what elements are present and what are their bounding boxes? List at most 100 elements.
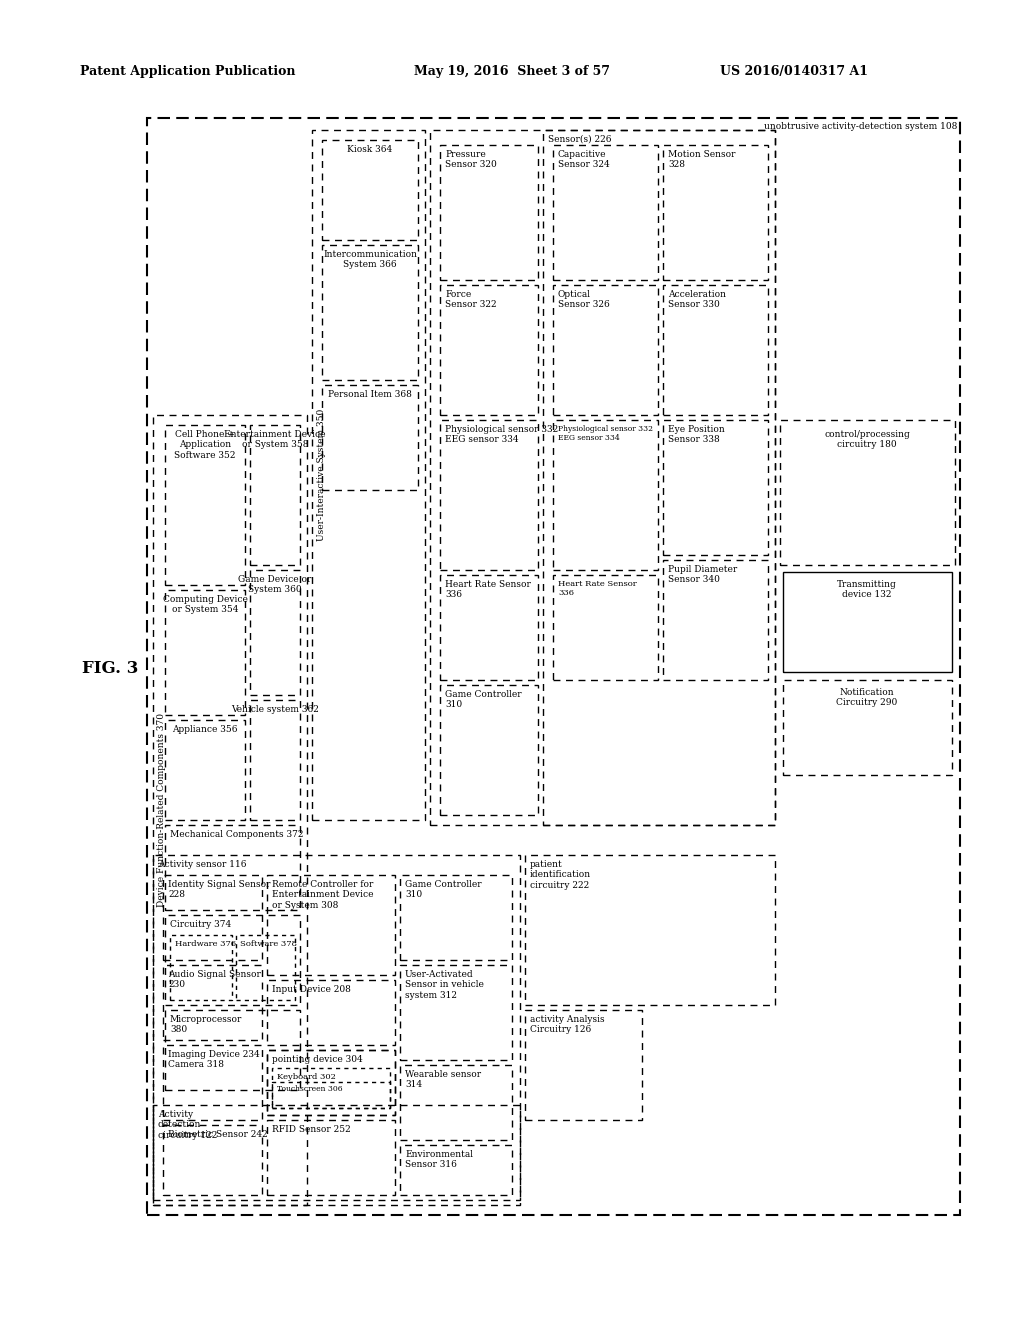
Bar <box>440 420 538 570</box>
Bar <box>400 1065 512 1140</box>
Bar <box>165 915 300 1005</box>
Bar <box>312 129 425 820</box>
Text: Microprocessor
380: Microprocessor 380 <box>170 1015 243 1035</box>
Text: Capacitive
Sensor 324: Capacitive Sensor 324 <box>558 150 609 169</box>
Bar <box>783 572 952 672</box>
Bar <box>400 875 512 960</box>
Text: Biometric Sensor 242: Biometric Sensor 242 <box>168 1130 267 1139</box>
Bar <box>400 1144 512 1195</box>
Bar <box>165 825 300 909</box>
Text: Device Function-Related Components 370: Device Function-Related Components 370 <box>158 713 167 907</box>
Bar <box>322 140 418 240</box>
Bar <box>236 935 295 1001</box>
Bar <box>267 875 395 975</box>
Bar <box>553 145 658 280</box>
Text: pointing device 304: pointing device 304 <box>272 1055 362 1064</box>
Text: May 19, 2016  Sheet 3 of 57: May 19, 2016 Sheet 3 of 57 <box>414 65 610 78</box>
Text: Identity Signal Sensor
228: Identity Signal Sensor 228 <box>168 880 270 899</box>
Text: patient
identification
circuitry 222: patient identification circuitry 222 <box>530 861 591 890</box>
Bar <box>153 414 307 1205</box>
Bar <box>553 285 658 414</box>
Text: Force
Sensor 322: Force Sensor 322 <box>445 290 497 309</box>
Text: US 2016/0140317 A1: US 2016/0140317 A1 <box>720 65 868 78</box>
Text: Activity sensor 116: Activity sensor 116 <box>158 861 247 869</box>
Bar <box>663 420 768 554</box>
Text: activity Analysis
Circuitry 126: activity Analysis Circuitry 126 <box>530 1015 604 1035</box>
Bar <box>153 1105 520 1200</box>
Bar <box>163 1125 262 1195</box>
Text: Environmental
Sensor 316: Environmental Sensor 316 <box>406 1150 473 1170</box>
Text: Cell Phone +
Application
Software 352: Cell Phone + Application Software 352 <box>174 430 236 459</box>
Text: User-Activated
Sensor in vehicle
system 312: User-Activated Sensor in vehicle system … <box>406 970 484 999</box>
Bar <box>153 855 520 1205</box>
Bar <box>163 875 262 960</box>
Bar <box>553 420 658 570</box>
Text: FIG. 3: FIG. 3 <box>82 660 138 677</box>
Bar <box>322 246 418 380</box>
Text: Physiological sensor 332
EEG sensor 334: Physiological sensor 332 EEG sensor 334 <box>558 425 653 442</box>
Text: Game Controller
310: Game Controller 310 <box>406 880 481 899</box>
Text: Hardware 376: Hardware 376 <box>175 940 237 948</box>
Bar <box>553 576 658 680</box>
Text: RFID Sensor 252: RFID Sensor 252 <box>272 1125 351 1134</box>
Bar <box>272 1082 390 1107</box>
Text: Software 378: Software 378 <box>240 940 297 948</box>
Bar <box>165 719 245 820</box>
Text: Intercommunication
System 366: Intercommunication System 366 <box>323 249 417 269</box>
Text: Pupil Diameter
Sensor 340: Pupil Diameter Sensor 340 <box>668 565 737 585</box>
Bar <box>163 965 262 1040</box>
Bar <box>170 935 232 1001</box>
Bar <box>163 1045 262 1119</box>
Text: User-Interactive System 350: User-Interactive System 350 <box>316 409 326 541</box>
Bar <box>322 385 418 490</box>
Text: Kiosk 364: Kiosk 364 <box>347 145 392 154</box>
Text: Appliance 356: Appliance 356 <box>172 725 238 734</box>
Text: Heart Rate Sensor
336: Heart Rate Sensor 336 <box>558 579 637 597</box>
Text: Physiological sensor 332
EEG sensor 334: Physiological sensor 332 EEG sensor 334 <box>445 425 558 445</box>
Text: Keyboard 302: Keyboard 302 <box>278 1073 336 1081</box>
Bar <box>543 129 775 825</box>
Text: Imaging Device 234
Camera 318: Imaging Device 234 Camera 318 <box>168 1049 260 1069</box>
Bar <box>165 1010 300 1090</box>
Bar <box>663 145 768 280</box>
Text: Audio Signal Sensor
230: Audio Signal Sensor 230 <box>168 970 261 990</box>
Bar <box>267 1119 395 1195</box>
Bar <box>250 570 300 696</box>
Text: Mechanical Components 372: Mechanical Components 372 <box>170 830 303 840</box>
Text: unobtrusive activity-detection system 108: unobtrusive activity-detection system 10… <box>764 121 957 131</box>
Bar <box>440 685 538 814</box>
Bar <box>400 965 512 1060</box>
Text: Acceleration
Sensor 330: Acceleration Sensor 330 <box>668 290 726 309</box>
Text: Notification
Circuitry 290: Notification Circuitry 290 <box>837 688 898 708</box>
Text: Eye Position
Sensor 338: Eye Position Sensor 338 <box>668 425 725 445</box>
Text: Input Device 208: Input Device 208 <box>272 985 351 994</box>
Text: Game Device or
System 360: Game Device or System 360 <box>239 576 311 594</box>
Bar <box>267 1049 395 1115</box>
Text: Patent Application Publication: Patent Application Publication <box>80 65 296 78</box>
Text: Touchscreen 306: Touchscreen 306 <box>278 1085 343 1093</box>
Bar <box>272 1068 390 1107</box>
Bar <box>165 425 245 585</box>
Bar <box>440 145 538 280</box>
Text: Game Controller
310: Game Controller 310 <box>445 690 521 709</box>
Bar <box>783 680 952 775</box>
Text: Entertainment Device
or System 358: Entertainment Device or System 358 <box>224 430 326 449</box>
Text: Sensor(s) 226: Sensor(s) 226 <box>548 135 611 144</box>
Text: Activity
detection
circuitry 122: Activity detection circuitry 122 <box>158 1110 217 1139</box>
Text: Transmitting
device 132: Transmitting device 132 <box>838 579 897 599</box>
Bar <box>663 560 768 680</box>
Bar <box>525 1010 642 1119</box>
Text: Pressure
Sensor 320: Pressure Sensor 320 <box>445 150 497 169</box>
Text: Vehicle system 362: Vehicle system 362 <box>231 705 318 714</box>
Bar <box>440 576 538 680</box>
Text: Optical
Sensor 326: Optical Sensor 326 <box>558 290 609 309</box>
Bar <box>440 285 538 414</box>
Bar <box>147 117 961 1214</box>
Text: Circuitry 374: Circuitry 374 <box>170 920 231 929</box>
Bar <box>430 129 775 825</box>
Text: Wearable sensor
314: Wearable sensor 314 <box>406 1071 481 1089</box>
Bar <box>663 285 768 414</box>
Bar <box>267 979 395 1045</box>
Bar <box>165 590 245 715</box>
Bar <box>525 855 775 1005</box>
